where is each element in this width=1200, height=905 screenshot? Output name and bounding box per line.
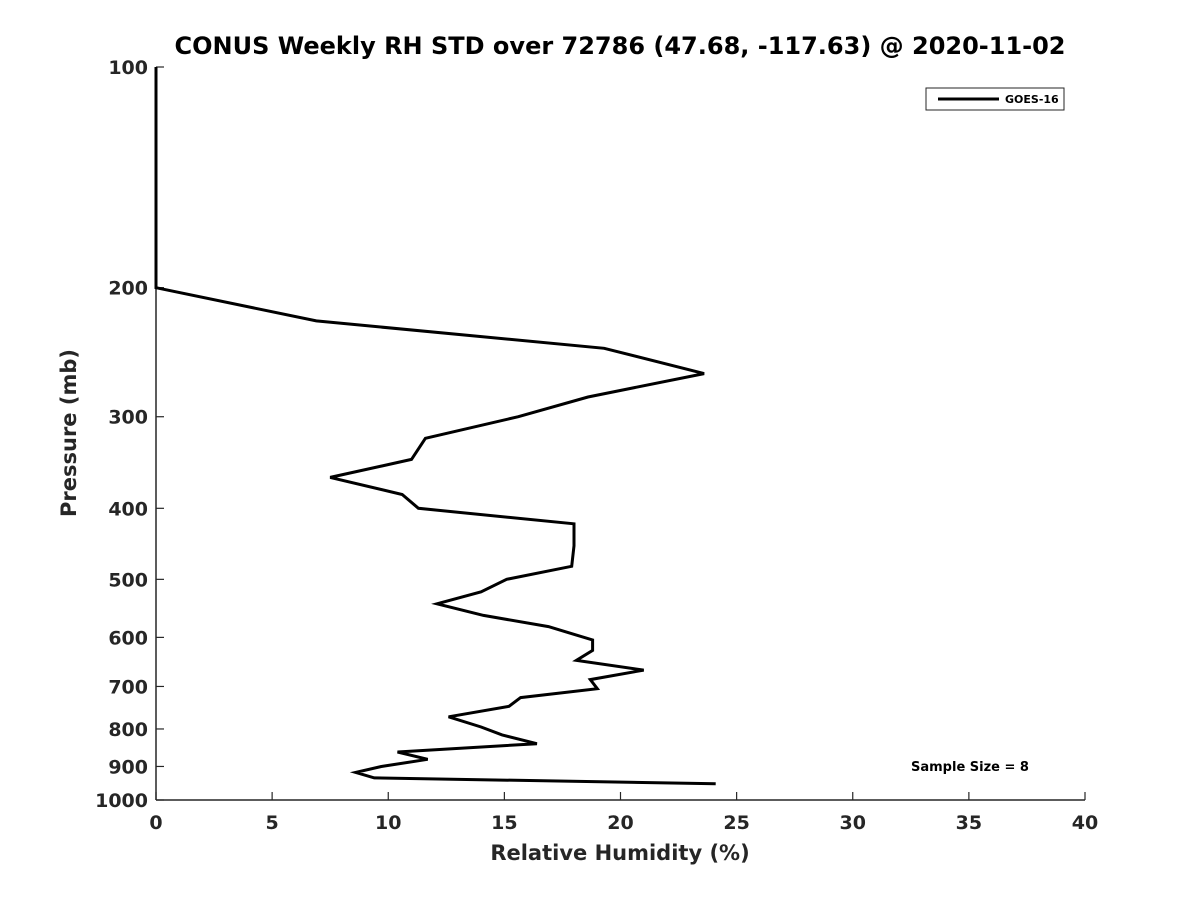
y-tick-label: 500 [108,569,148,591]
x-tick-label: 0 [149,812,162,834]
x-tick-label: 25 [723,812,749,834]
y-tick-label: 900 [108,756,148,778]
x-axis-label: Relative Humidity (%) [490,841,749,865]
chart-title: CONUS Weekly RH STD over 72786 (47.68, -… [174,32,1065,60]
x-tick-label: 20 [607,812,633,834]
x-tick-label: 35 [956,812,982,834]
y-tick-label: 300 [108,407,148,429]
y-tick-label: 700 [108,676,148,698]
legend-label: GOES-16 [1005,93,1059,106]
y-tick-label: 600 [108,627,148,649]
y-tick-label: 400 [108,498,148,520]
x-tick-label: 5 [266,812,279,834]
x-tick-label: 10 [375,812,401,834]
y-axis-label: Pressure (mb) [57,349,81,517]
x-tick-label: 30 [840,812,866,834]
y-tick-label: 800 [108,719,148,741]
series-line-0 [154,67,716,786]
x-tick-label: 15 [491,812,517,834]
y-tick-label: 200 [108,278,148,300]
y-tick-label: 100 [108,57,148,79]
sample-size-annotation: Sample Size = 8 [911,760,1029,775]
axes: 0 5 10 15 20 25 30 35 40 100 200 300 400 500 600 700 800… [95,57,1098,834]
legend: GOES-16 [925,87,1065,111]
x-tick-label: 40 [1072,812,1098,834]
y-tick-label: 1000 [95,790,148,812]
plot-area [154,67,716,786]
